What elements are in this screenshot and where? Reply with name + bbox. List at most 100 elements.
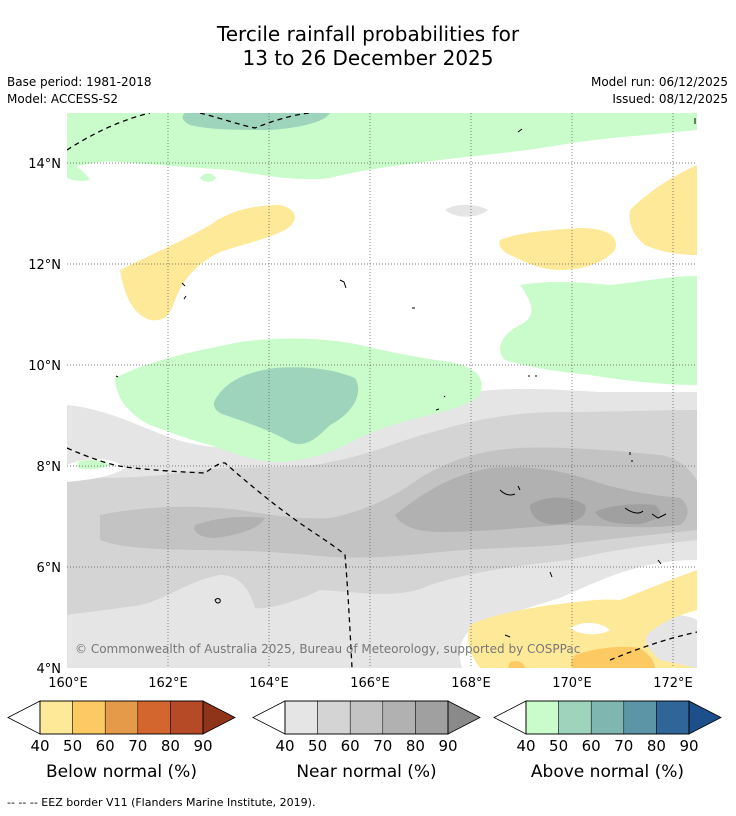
near-normal-tick-80: 80 xyxy=(406,737,425,755)
above-normal-tick-80: 80 xyxy=(647,737,666,755)
island-3 xyxy=(339,279,347,289)
lon-label-162e: 162°E xyxy=(148,676,188,691)
above-normal-tick-70: 70 xyxy=(614,737,633,755)
below-normal-tick-70: 70 xyxy=(128,737,147,755)
near-normal-swatch-80 xyxy=(415,700,449,735)
below-normal-tick-50: 50 xyxy=(63,737,82,755)
near-normal-tick-40: 40 xyxy=(275,737,294,755)
island-12 xyxy=(214,598,221,604)
above-normal-tick-50: 50 xyxy=(549,737,568,755)
island-5 xyxy=(115,375,119,378)
above-normal-40-region-west8 xyxy=(78,459,110,470)
above-normal-swatch-50 xyxy=(558,700,592,735)
island-8 xyxy=(499,485,521,496)
near-normal-swatch-40 xyxy=(284,700,318,735)
near-normal-swatch-60 xyxy=(349,700,384,735)
near-normal-70-region-west xyxy=(194,516,265,538)
near-normal-tick-90: 90 xyxy=(438,737,457,755)
lat-label-4n: 4°N xyxy=(37,662,62,677)
island-10 xyxy=(657,559,662,565)
lon-label-164e: 164°E xyxy=(249,676,289,691)
above-normal-tick-40: 40 xyxy=(516,737,535,755)
eez-footnote: -- -- -- EEZ border V11 (Flanders Marine… xyxy=(7,796,316,809)
copyright-notice: © Commonwealth of Australia 2025, Bureau… xyxy=(75,642,580,656)
below-normal-tick-80: 80 xyxy=(161,737,180,755)
near-normal-swatch-50 xyxy=(317,700,351,735)
island-1 xyxy=(181,282,186,287)
above-normal-swatch-70 xyxy=(623,700,657,735)
above-normal-40-region-patch xyxy=(200,173,216,182)
title-line-1: Tercile rainfall probabilities for xyxy=(216,22,520,46)
meta-right: Model run: 06/12/2025 Issued: 08/12/2025 xyxy=(591,74,728,108)
below-normal-40-region-east-north xyxy=(629,165,697,255)
lat-label-14n: 14°N xyxy=(28,157,61,172)
below-normal-under-arrow xyxy=(7,700,41,735)
above-normal-50-region xyxy=(213,367,359,445)
below-normal-title: Below normal (%) xyxy=(46,762,197,782)
near-normal-tick-60: 60 xyxy=(341,737,360,755)
below-normal-tick-90: 90 xyxy=(193,737,212,755)
white-gap-southeast xyxy=(570,622,610,635)
above-normal-title: Above normal (%) xyxy=(531,762,684,782)
eez-border-northwest xyxy=(67,113,151,151)
map-svg: © Commonwealth of Australia 2025, Bureau… xyxy=(28,113,697,691)
lat-label-8n: 8°N xyxy=(37,460,62,475)
above-normal-over-arrow xyxy=(688,700,722,735)
island-17 xyxy=(629,452,633,462)
below-normal-50-region-small xyxy=(508,661,525,668)
map-title: Tercile rainfall probabilities for 13 to… xyxy=(0,22,736,70)
lat-label-6n: 6°N xyxy=(37,561,62,576)
below-normal-swatch-50 xyxy=(72,700,106,735)
below-normal-50-region xyxy=(571,646,655,668)
above-normal-tick-90: 90 xyxy=(679,737,698,755)
near-normal-over-arrow xyxy=(447,700,481,735)
map-field: © Commonwealth of Australia 2025, Bureau… xyxy=(67,113,697,668)
near-normal-80-region xyxy=(530,497,586,525)
above-normal-swatch-60 xyxy=(590,700,625,735)
near-normal-swatch-70 xyxy=(382,700,416,735)
island-7 xyxy=(443,395,446,398)
lat-label-10n: 10°N xyxy=(28,359,61,374)
near-normal-40-patch-north xyxy=(445,204,488,217)
above-normal-40-region-northwest xyxy=(67,160,90,181)
latitude-labels: 14°N 12°N 10°N 8°N 6°N 4°N xyxy=(28,157,61,677)
lon-label-160e: 160°E xyxy=(48,676,88,691)
above-normal-swatch-40 xyxy=(525,700,559,735)
map-gridlines xyxy=(67,113,697,668)
above-normal-40-region-east xyxy=(500,276,697,385)
eez-border-southeast xyxy=(609,631,697,661)
near-normal-outline xyxy=(284,700,449,735)
below-normal-outline xyxy=(39,700,204,735)
title-line-2: 13 to 26 December 2025 xyxy=(242,46,494,70)
lat-label-12n: 12°N xyxy=(28,258,61,273)
below-normal-tick-60: 60 xyxy=(96,737,115,755)
island-2 xyxy=(183,295,187,300)
island-6 xyxy=(435,408,440,411)
meta-left: Base period: 1981-2018 Model: ACCESS-S2 xyxy=(7,74,152,108)
island-13 xyxy=(504,634,511,638)
lon-label-166e: 166°E xyxy=(350,676,390,691)
colorbar-above-normal: 40 50 60 70 80 90 Above normal (%) xyxy=(493,700,722,782)
below-normal-swatch-80 xyxy=(170,700,204,735)
lon-label-168e: 168°E xyxy=(451,676,491,691)
near-normal-title: Near normal (%) xyxy=(296,762,436,782)
islands xyxy=(115,118,696,638)
above-normal-swatch-80 xyxy=(656,700,690,735)
above-normal-under-arrow xyxy=(493,700,527,735)
island-9 xyxy=(624,507,667,519)
above-normal-40-region-north xyxy=(67,113,697,180)
below-normal-40-region-southeast xyxy=(468,570,697,668)
model-name: Model: ACCESS-S2 xyxy=(7,92,119,106)
below-normal-40-region-east xyxy=(499,228,616,270)
eez-borders xyxy=(67,113,697,668)
above-normal-50-region-north xyxy=(182,113,330,130)
base-period: Base period: 1981-2018 xyxy=(7,75,152,89)
below-normal-swatch-70 xyxy=(137,700,171,735)
near-normal-tick-50: 50 xyxy=(308,737,327,755)
near-normal-under-arrow xyxy=(252,700,286,735)
below-normal-40-region-west xyxy=(120,205,295,321)
below-normal-tick-40: 40 xyxy=(30,737,49,755)
model-run: Model run: 06/12/2025 xyxy=(590,75,728,89)
above-normal-tick-60: 60 xyxy=(582,737,601,755)
